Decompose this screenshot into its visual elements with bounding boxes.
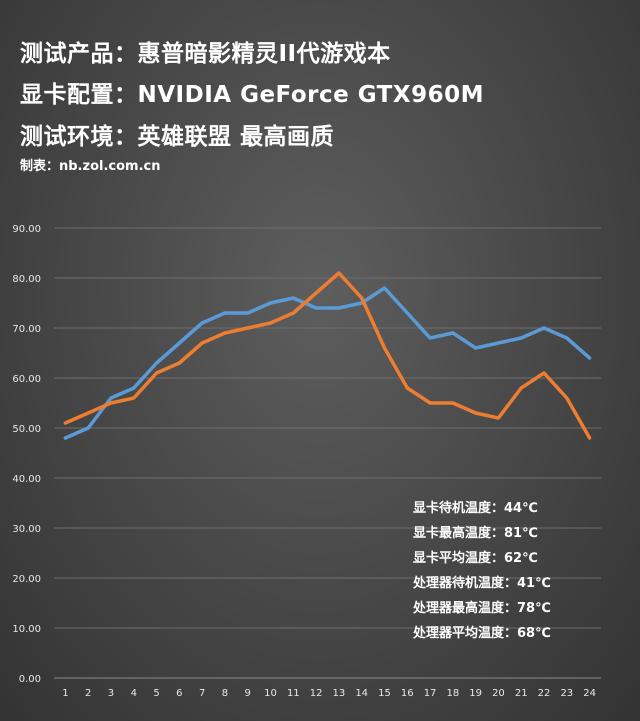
- annotation-text: 显卡最高温度：81℃: [413, 525, 538, 541]
- x-tick-label: 11: [287, 688, 300, 699]
- x-tick-label: 6: [176, 688, 182, 699]
- annotation-text: 显卡平均温度：62℃: [413, 550, 538, 566]
- y-tick-label: 30.00: [12, 524, 41, 535]
- x-tick-label: 20: [492, 688, 505, 699]
- x-tick-label: 15: [378, 688, 391, 699]
- y-tick-label: 0.00: [19, 674, 41, 685]
- credit-text: 制表：nb.zol.com.cn: [20, 159, 161, 174]
- series-line-2: [63, 271, 592, 440]
- x-tick-label: 13: [333, 688, 346, 699]
- x-tick-label: 21: [515, 688, 528, 699]
- x-tick-label: 16: [401, 688, 414, 699]
- x-tick-label: 12: [310, 688, 323, 699]
- x-axis-ticks: 1 2 3 4 5 6 7 8 9 10 11 12 13 14 15 16 17 18 19 20 21 22 23 24: [62, 688, 596, 699]
- x-tick-label: 2: [85, 688, 91, 699]
- y-tick-label: 80.00: [12, 274, 41, 285]
- y-tick-label: 50.00: [12, 424, 41, 435]
- x-tick-label: 24: [583, 688, 596, 699]
- y-axis-ticks: 0.00 10.00 20.00 30.00 40.00 50.00 60.00 70.00 8…: [12, 224, 41, 685]
- x-tick-label: 19: [469, 688, 482, 699]
- y-tick-label: 60.00: [12, 374, 41, 385]
- series-lines: [63, 271, 592, 440]
- x-tick-label: 22: [538, 688, 551, 699]
- y-tick-label: 70.00: [12, 324, 41, 335]
- series-line-1: [63, 286, 592, 440]
- x-tick-label: 5: [153, 688, 159, 699]
- x-tick-label: 10: [264, 688, 277, 699]
- annotation-text: 处理器最高温度：78℃: [412, 600, 551, 616]
- title-environment: 测试环境：英雄联盟 最高画质: [20, 124, 335, 150]
- x-tick-label: 9: [245, 688, 251, 699]
- y-tick-label: 40.00: [12, 474, 41, 485]
- x-tick-label: 3: [108, 688, 114, 699]
- x-tick-label: 7: [199, 688, 205, 699]
- y-tick-label: 10.00: [12, 624, 41, 635]
- x-tick-label: 8: [222, 688, 228, 699]
- x-tick-label: 18: [446, 688, 459, 699]
- y-tick-label: 20.00: [12, 574, 41, 585]
- annotation-text: 处理器平均温度：68℃: [412, 625, 551, 641]
- title-product: 测试产品：惠普暗影精灵II代游戏本: [20, 41, 391, 67]
- x-tick-label: 17: [424, 688, 437, 699]
- grid-lines: [54, 227, 601, 679]
- x-tick-label: 1: [62, 688, 68, 699]
- y-tick-label: 90.00: [12, 224, 41, 235]
- annotation-text: 显卡待机温度：44℃: [413, 500, 538, 516]
- annotations: 显卡待机温度：44℃ 显卡最高温度：81℃ 显卡平均温度：62℃ 处理器待机温度：41…: [412, 500, 551, 641]
- x-tick-label: 23: [560, 688, 573, 699]
- title-gpu: 显卡配置：NVIDIA GeForce GTX960M: [20, 82, 484, 108]
- x-tick-label: 14: [355, 688, 368, 699]
- x-tick-label: 4: [131, 688, 137, 699]
- annotation-text: 处理器待机温度：41℃: [412, 575, 551, 591]
